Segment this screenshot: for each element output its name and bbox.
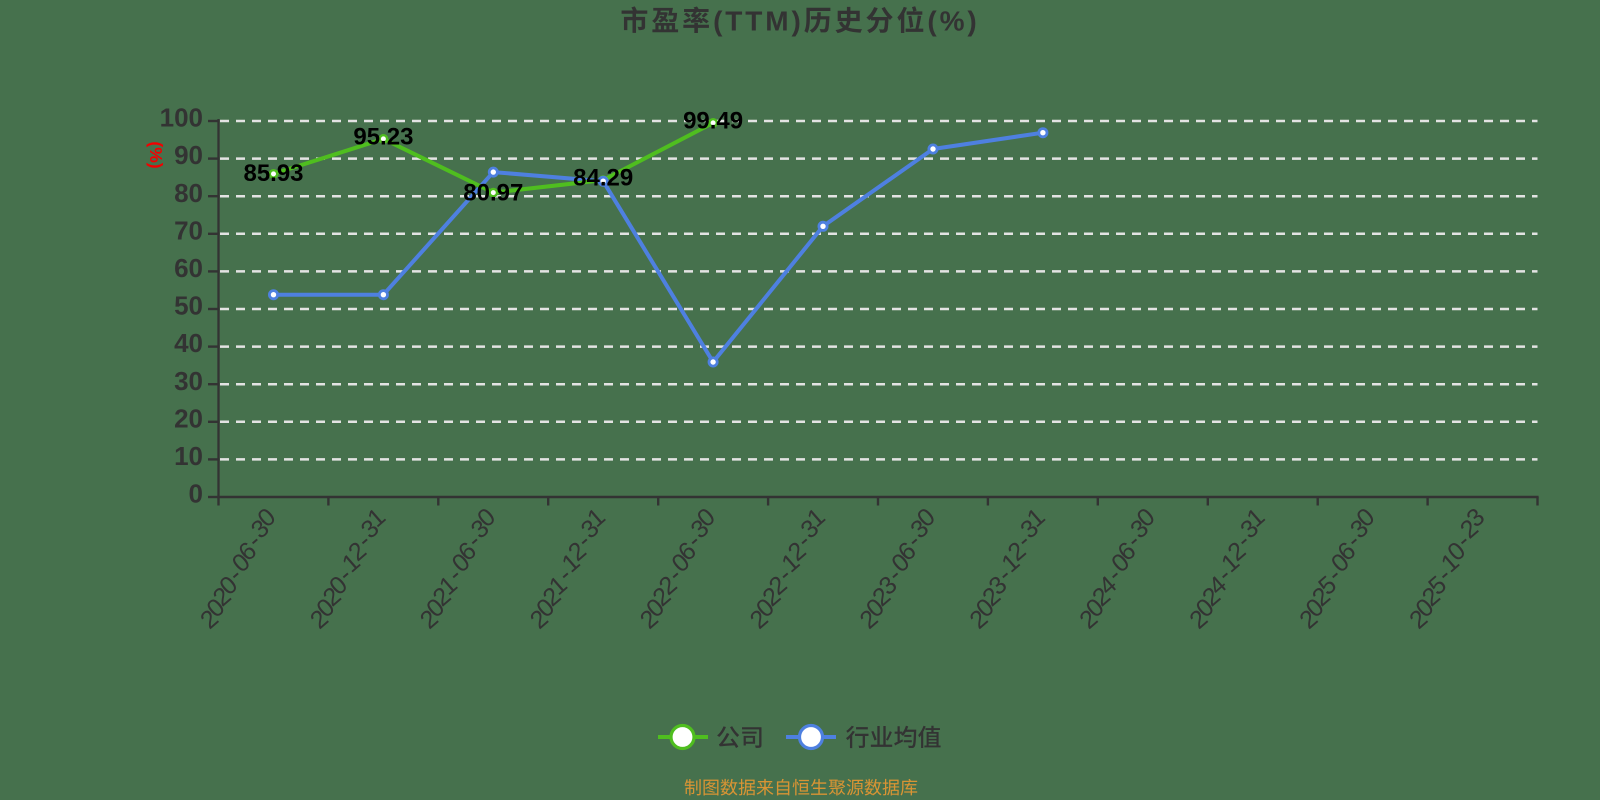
svg-text:80.97: 80.97	[463, 179, 523, 206]
svg-text:60: 60	[174, 253, 203, 283]
svg-text:84.29: 84.29	[573, 165, 633, 192]
svg-text:70: 70	[174, 215, 203, 245]
svg-text:市盈率(TTM)历史分位(%): 市盈率(TTM)历史分位(%)	[620, 4, 979, 37]
svg-text:90: 90	[174, 140, 203, 170]
svg-text:制图数据来自恒生聚源数据库: 制图数据来自恒生聚源数据库	[684, 777, 918, 798]
svg-text:行业均值: 行业均值	[846, 724, 942, 752]
svg-text:20: 20	[174, 403, 203, 433]
svg-text:85.93: 85.93	[243, 160, 303, 187]
svg-text:公司: 公司	[716, 724, 764, 752]
svg-text:0: 0	[189, 479, 203, 509]
svg-text:40: 40	[174, 328, 203, 358]
svg-text:100: 100	[160, 103, 203, 133]
svg-text:50: 50	[174, 291, 203, 321]
svg-text:99.49: 99.49	[683, 108, 743, 135]
svg-text:80: 80	[174, 178, 203, 208]
svg-text:(%): (%)	[146, 141, 166, 168]
svg-text:10: 10	[174, 441, 203, 471]
svg-text:30: 30	[174, 366, 203, 396]
svg-text:95.23: 95.23	[353, 124, 413, 151]
